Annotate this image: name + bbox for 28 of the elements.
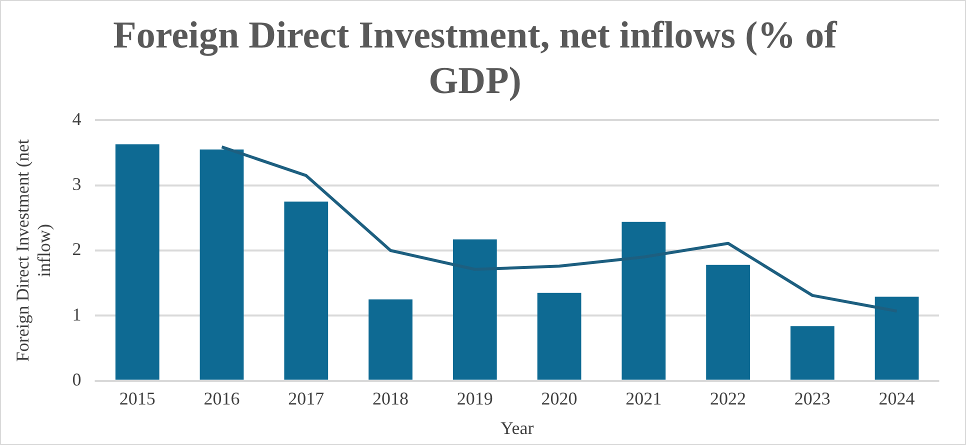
bar (115, 144, 160, 380)
bar (874, 296, 919, 380)
x-tick-label: 2015 (119, 388, 156, 408)
x-tick-label: 2017 (288, 388, 324, 408)
x-axis-title: Year (500, 418, 534, 438)
x-tick-label: 2022 (710, 388, 746, 408)
x-tick-label: 2021 (626, 388, 662, 408)
bar (537, 292, 582, 380)
bar (284, 202, 328, 380)
x-tick-label: 2023 (794, 388, 830, 408)
y-tick-label: 3 (72, 174, 82, 194)
bar (706, 264, 750, 380)
y-tick-label: 0 (72, 370, 82, 390)
y-tick-label: 2 (72, 239, 82, 260)
x-tick-label: 2020 (541, 388, 578, 408)
x-tick-label: 2016 (204, 388, 240, 408)
y-tick-label: 4 (72, 108, 82, 129)
x-tick-label: 2024 (878, 388, 915, 408)
y-tick-label: 1 (72, 304, 82, 324)
bar (200, 150, 244, 380)
x-tick-label: 2018 (372, 388, 409, 408)
bar (622, 222, 666, 380)
x-tick-label: 2019 (456, 388, 493, 408)
chart-title: Foreign Direct Investment, net inflows (% of GDP) (113, 14, 838, 102)
bar (368, 299, 412, 380)
bar (452, 239, 497, 380)
bar (790, 326, 834, 380)
y-axis-title: Foreign Direct Investment (net inflow) (12, 139, 54, 362)
